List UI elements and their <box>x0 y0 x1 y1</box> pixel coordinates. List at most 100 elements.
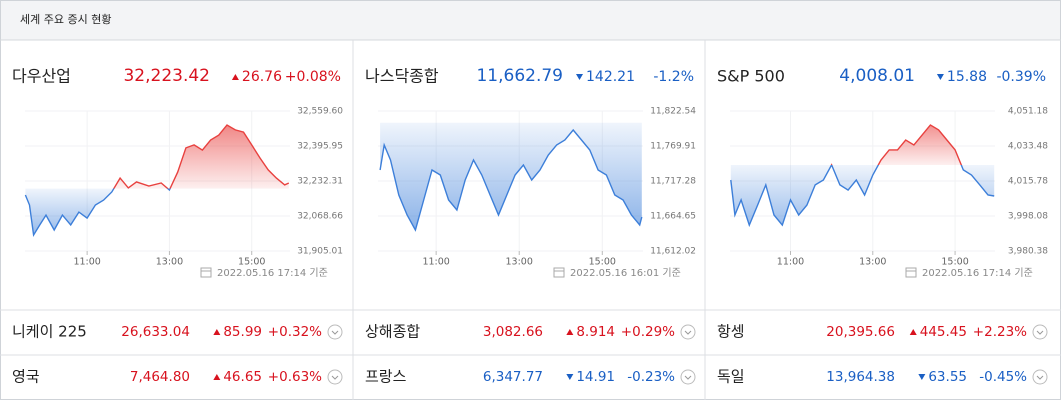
x-tick-label: 11:00 <box>777 257 804 268</box>
trend-arrow <box>566 329 574 335</box>
index-name: 다우산업 <box>12 67 71 86</box>
trend-arrow <box>909 329 917 335</box>
y-tick-label: 11,664.65 <box>650 212 696 222</box>
y-tick-label: 31,905.01 <box>297 247 343 257</box>
change: 26.76 <box>242 69 282 85</box>
header-bar <box>1 1 1060 40</box>
expand-button-chevron <box>1036 375 1044 380</box>
expand-button[interactable] <box>680 324 696 340</box>
expand-button-circle <box>327 369 343 385</box>
x-tick-label: 15:00 <box>941 257 968 268</box>
index-name: 독일 <box>717 368 745 386</box>
x-tick-label: 13:00 <box>859 257 886 268</box>
index-name: 프랑스 <box>365 368 407 386</box>
y-tick-label: 4,051.18 <box>1008 107 1048 117</box>
index-name: 항셍 <box>717 323 745 341</box>
price: 3,082.66 <box>483 324 543 340</box>
change: 85.99 <box>223 324 262 340</box>
change: 15.88 <box>947 69 987 85</box>
calendar-icon <box>553 267 565 278</box>
price: 13,964.38 <box>826 369 895 385</box>
expand-button-chevron <box>331 375 339 380</box>
line <box>730 124 995 228</box>
y-tick-label: 4,033.48 <box>1008 142 1048 152</box>
expand-button-circle <box>680 324 696 340</box>
y-tick-label: 3,998.08 <box>1008 212 1048 222</box>
timestamp: 2022.05.16 17:14 기준 <box>922 267 1033 279</box>
expand-button-chevron <box>1036 330 1044 335</box>
calendar-icon <box>905 267 917 278</box>
trend-arrow <box>936 74 944 80</box>
expand-button-chevron <box>331 330 339 335</box>
index-name: 상해종합 <box>365 323 420 341</box>
y-tick-label: 4,015.78 <box>1008 177 1048 187</box>
x-tick-label: 13:00 <box>156 257 183 268</box>
expand-button[interactable] <box>327 324 343 340</box>
expand-button[interactable] <box>1032 324 1048 340</box>
x-tick-label: 11:00 <box>73 257 100 268</box>
index-name: 나스닥종합 <box>365 67 439 86</box>
trend-arrow <box>213 329 221 335</box>
change-pct: -0.39% <box>996 69 1046 85</box>
area <box>380 122 642 230</box>
price: 26,633.04 <box>121 324 190 340</box>
trend-arrow <box>576 74 583 80</box>
trend-arrow <box>566 374 574 380</box>
expand-button-circle <box>680 369 696 385</box>
change: 445.45 <box>920 324 967 340</box>
expand-button-chevron <box>684 375 692 380</box>
trend-arrow <box>231 74 239 80</box>
expand-button-circle <box>327 324 343 340</box>
price: 4,008.01 <box>839 66 915 86</box>
line <box>24 124 290 238</box>
change-pct: -0.45% <box>979 369 1027 385</box>
index-name: 니케이 225 <box>12 323 87 341</box>
y-tick-label: 32,068.66 <box>297 211 343 221</box>
expand-button-circle <box>1032 369 1048 385</box>
x-tick-label: 13:00 <box>506 257 533 268</box>
area <box>730 125 995 226</box>
expand-button[interactable] <box>1032 369 1048 385</box>
y-tick-label: 11,612.02 <box>650 247 696 257</box>
x-tick-label: 15:00 <box>238 257 265 268</box>
price: 20,395.66 <box>826 324 895 340</box>
trend-arrow <box>918 374 926 380</box>
change: 142.21 <box>586 69 635 85</box>
y-tick-label: 3,980.38 <box>1008 247 1048 257</box>
line <box>379 128 643 232</box>
timestamp: 2022.05.16 16:01 기준 <box>570 267 681 279</box>
x-tick-label: 11:00 <box>422 257 449 268</box>
y-tick-label: 11,769.91 <box>650 142 696 152</box>
change-pct: +0.08% <box>285 69 341 85</box>
trend-arrow <box>213 374 221 380</box>
y-tick-label: 32,559.60 <box>297 107 343 117</box>
y-tick-label: 11,822.54 <box>650 107 696 117</box>
change-pct: +2.23% <box>973 324 1027 340</box>
expand-button-chevron <box>684 330 692 335</box>
x-tick-label: 15:00 <box>589 257 616 268</box>
expand-button-circle <box>1032 324 1048 340</box>
change: 14.91 <box>576 369 615 385</box>
y-tick-label: 32,232.31 <box>297 176 343 186</box>
expand-button[interactable] <box>680 369 696 385</box>
price: 32,223.42 <box>123 66 210 86</box>
change-pct: +0.32% <box>268 324 322 340</box>
area <box>25 125 289 235</box>
index-name: S&P 500 <box>717 67 785 86</box>
y-tick-label: 32,395.95 <box>297 142 343 152</box>
y-tick-label: 11,717.28 <box>650 177 696 187</box>
change-pct: +0.63% <box>268 369 322 385</box>
expand-button[interactable] <box>327 369 343 385</box>
price: 11,662.79 <box>476 66 563 86</box>
price: 6,347.77 <box>483 369 543 385</box>
price: 7,464.80 <box>130 369 190 385</box>
change-pct: -1.2% <box>653 69 694 85</box>
change: 63.55 <box>928 369 967 385</box>
change-pct: -0.23% <box>627 369 675 385</box>
header-title: 세계 주요 증시 현황 <box>20 13 111 26</box>
change-pct: +0.29% <box>621 324 675 340</box>
timestamp: 2022.05.16 17:14 기준 <box>217 267 328 279</box>
calendar-icon <box>200 267 212 278</box>
